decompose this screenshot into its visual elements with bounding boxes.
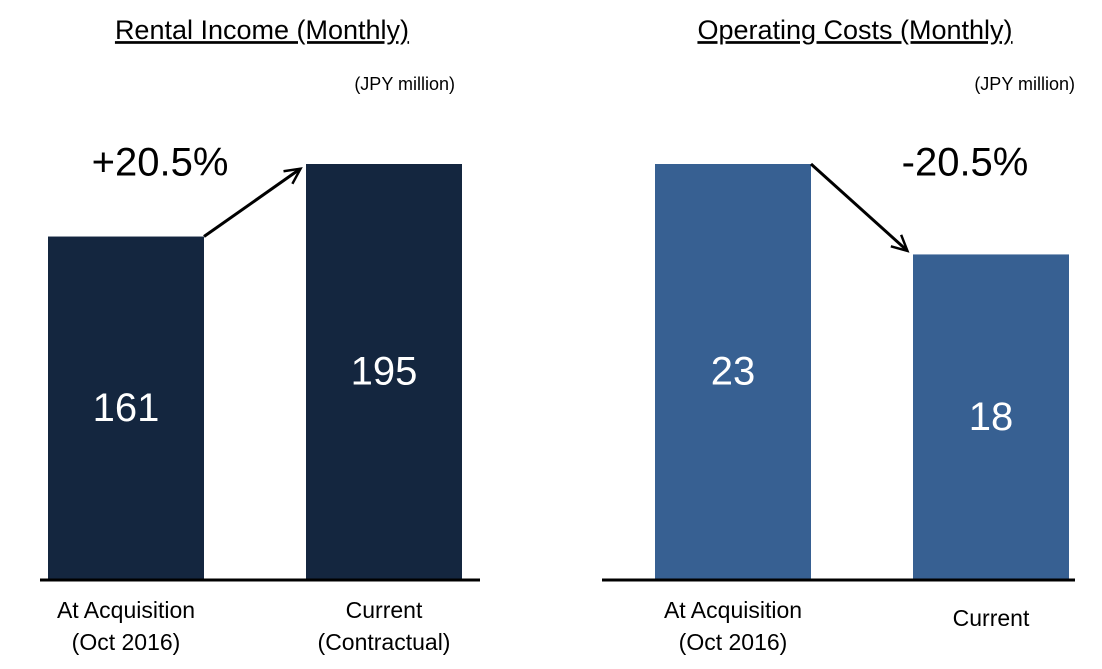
chart-title: Operating Costs (Monthly) bbox=[697, 15, 1012, 45]
x-tick-label: Current bbox=[953, 605, 1030, 631]
arrow bbox=[203, 167, 303, 238]
data-label: 161 bbox=[93, 386, 160, 430]
bar bbox=[48, 236, 204, 581]
data-label: 195 bbox=[351, 350, 418, 394]
unit-label: (JPY million) bbox=[354, 74, 455, 94]
x-tick-label: (Oct 2016) bbox=[72, 629, 181, 655]
x-tick-label: At Acquisition bbox=[57, 597, 195, 623]
x-tick-label: Current bbox=[346, 597, 423, 623]
annotation: +20.5% bbox=[92, 141, 229, 185]
x-tick-label: At Acquisition bbox=[664, 597, 802, 623]
bar bbox=[913, 254, 1069, 580]
x-tick-label: (Contractual) bbox=[318, 629, 451, 655]
x-tick-label: (Oct 2016) bbox=[679, 629, 788, 655]
unit-label: (JPY million) bbox=[974, 74, 1075, 94]
data-label: 18 bbox=[969, 395, 1014, 439]
bar bbox=[655, 164, 811, 580]
bar bbox=[306, 164, 462, 580]
annotation: -20.5% bbox=[902, 141, 1029, 185]
data-label: 23 bbox=[711, 350, 756, 394]
chart-title: Rental Income (Monthly) bbox=[115, 15, 409, 45]
arrow bbox=[809, 162, 910, 253]
